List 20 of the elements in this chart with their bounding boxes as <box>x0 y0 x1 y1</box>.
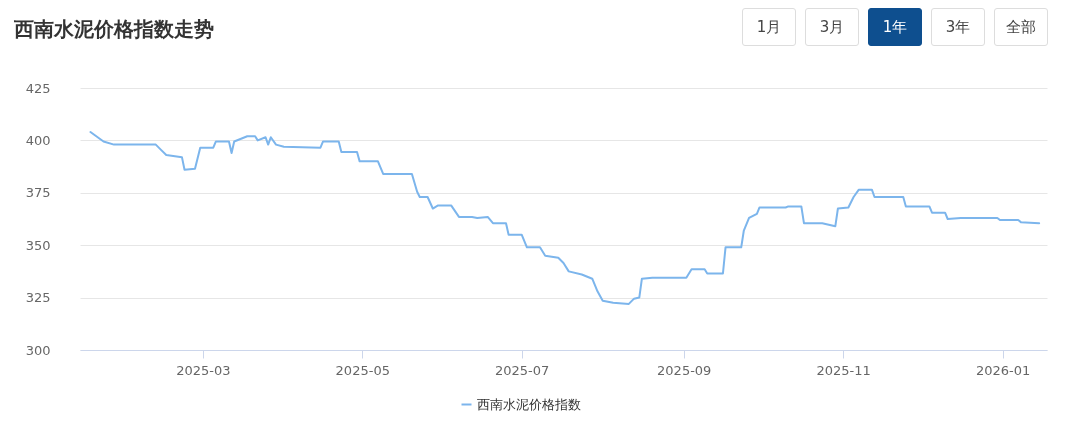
y-tick-label: 400 <box>25 132 51 148</box>
y-tick-label: 425 <box>25 80 51 96</box>
x-tick-label: 2025-05 <box>335 362 390 378</box>
y-tick-label: 350 <box>25 237 51 253</box>
x-tick-label: 2025-07 <box>495 362 550 378</box>
range-button: 3年 <box>931 8 985 46</box>
line-series <box>89 131 1041 305</box>
range-button: 3月 <box>805 8 859 46</box>
y-tick-label: 325 <box>25 290 51 306</box>
y-tick-label: 375 <box>25 185 51 201</box>
y-tick-label: 300 <box>25 342 51 358</box>
x-tick-label: 2025-09 <box>657 362 712 378</box>
range-button: 1年 <box>868 8 922 46</box>
x-tick-label: 2025-03 <box>176 362 231 378</box>
range-button: 全部 <box>994 8 1048 46</box>
legend-label: 西南水泥价格指数 <box>477 396 581 412</box>
x-tick-label: 2026-01 <box>975 362 1031 378</box>
chart-title: 西南水泥价格指数走势 <box>14 16 214 43</box>
range-button: 1月 <box>742 8 796 46</box>
x-tick-label: 2025-11 <box>816 362 871 378</box>
